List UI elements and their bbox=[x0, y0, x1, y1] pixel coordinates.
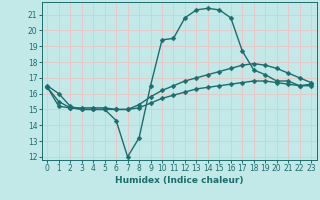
X-axis label: Humidex (Indice chaleur): Humidex (Indice chaleur) bbox=[115, 176, 244, 185]
